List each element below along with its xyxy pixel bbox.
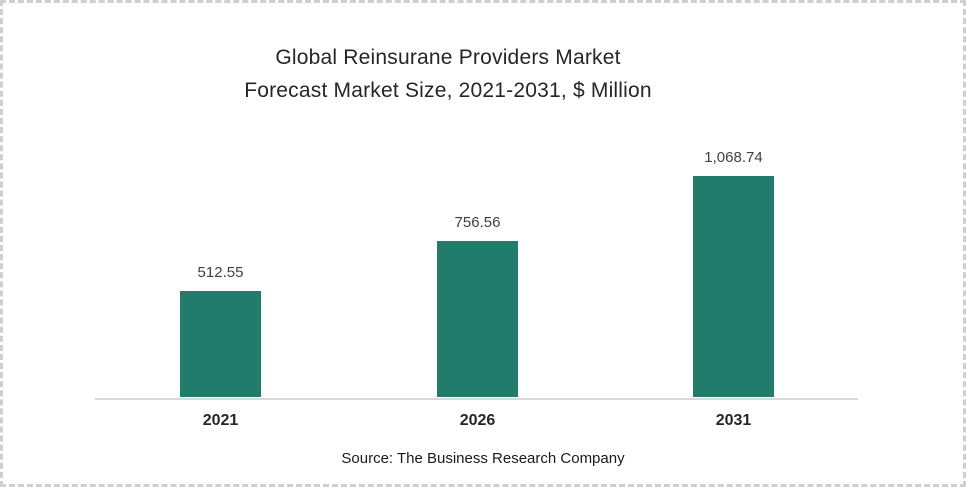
chart-title-line-2: Forecast Market Size, 2021-2031, $ Milli… [244, 79, 652, 102]
chart-title: Global Reinsurane Providers Market Forec… [3, 41, 893, 107]
bar-value-label-2031: 1,068.74 [704, 149, 763, 166]
source-attribution: Source: The Business Research Company [341, 450, 625, 467]
bar-2021 [180, 291, 261, 397]
bar-group-2026: 756.56 [437, 214, 518, 397]
bar-2031 [693, 176, 774, 397]
bar-value-label-2026: 756.56 [454, 214, 501, 231]
bar-group-2031: 1,068.74 [693, 149, 774, 397]
x-axis-line [95, 398, 858, 400]
x-axis-tick-2031: 2031 [715, 412, 752, 429]
bar-group-2021: 512.55 [180, 264, 261, 397]
bar-2026 [437, 241, 518, 397]
x-axis-tick-2021: 2021 [202, 412, 239, 429]
chart-title-line-1: Global Reinsurane Providers Market [275, 46, 621, 69]
x-axis-tick-2026: 2026 [459, 412, 496, 429]
bar-value-label-2021: 512.55 [197, 264, 244, 281]
